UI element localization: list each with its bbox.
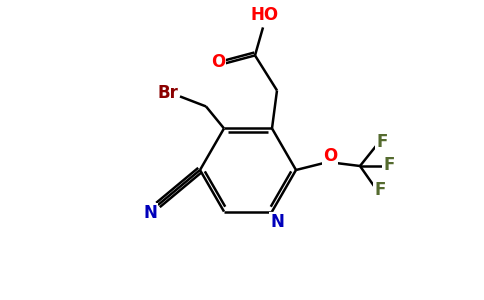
Text: Br: Br bbox=[158, 84, 179, 102]
Text: F: F bbox=[383, 156, 394, 174]
Text: O: O bbox=[323, 147, 337, 165]
Text: F: F bbox=[377, 133, 388, 151]
Text: N: N bbox=[270, 213, 284, 231]
Text: O: O bbox=[211, 53, 225, 71]
Text: N: N bbox=[143, 204, 157, 222]
Text: HO: HO bbox=[251, 6, 279, 24]
Text: F: F bbox=[374, 181, 386, 199]
